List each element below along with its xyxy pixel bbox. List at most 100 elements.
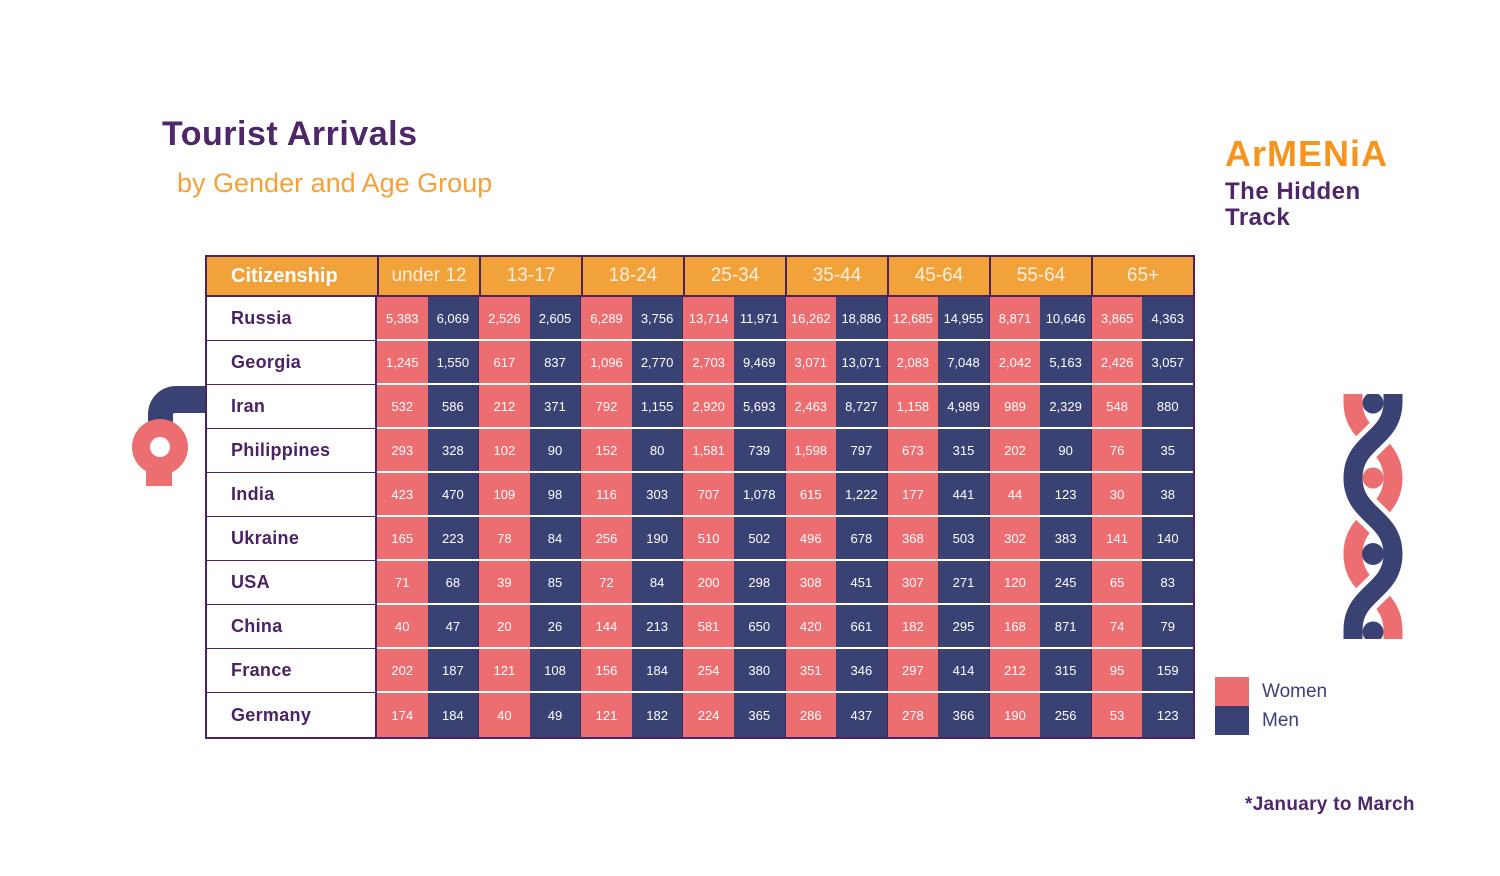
men-value-cell: 2,770 — [631, 341, 683, 383]
women-value-cell: 2,042 — [988, 341, 1041, 383]
women-value-cell: 95 — [1090, 649, 1143, 691]
women-value-cell: 2,920 — [682, 385, 734, 427]
citizenship-cell: USA — [207, 561, 377, 605]
row-values: 202 187 121 108 156 184 254 380 351 346 297 414 212 3… — [377, 649, 1193, 693]
women-value-cell: 202 — [377, 649, 428, 691]
men-value-cell: 739 — [733, 429, 785, 471]
citizenship-cell: Philippines — [207, 429, 377, 473]
men-value-cell: 5,163 — [1040, 341, 1091, 383]
women-value-cell: 109 — [478, 473, 530, 515]
page-title: Tourist Arrivals — [162, 115, 418, 153]
women-value-cell: 532 — [377, 385, 428, 427]
citizenship-cell: Russia — [207, 297, 377, 341]
women-value-cell: 617 — [478, 341, 530, 383]
men-value-cell: 1,155 — [631, 385, 683, 427]
men-value-cell: 49 — [529, 693, 581, 737]
women-value-cell: 615 — [784, 473, 837, 515]
men-value-cell: 380 — [733, 649, 785, 691]
men-value-cell: 184 — [631, 649, 683, 691]
men-value-cell: 3,057 — [1142, 341, 1193, 383]
table-row: India 423 470 109 98 116 303 707 1,078 615 1,222 1… — [207, 473, 1193, 517]
women-value-cell: 308 — [784, 561, 837, 603]
citizenship-cell: Georgia — [207, 341, 377, 385]
men-value-cell: 182 — [631, 693, 683, 737]
women-value-cell: 20 — [478, 605, 530, 647]
age-group-headers: under 12 13-17 18-24 25-34 35-44 45-64 5… — [377, 257, 1193, 295]
women-value-cell: 2,426 — [1090, 341, 1143, 383]
men-value-cell: 315 — [938, 429, 989, 471]
arrivals-table: Citizenship under 12 13-17 18-24 25-34 3… — [205, 255, 1195, 739]
men-value-cell: 2,605 — [529, 297, 581, 339]
citizenship-cell: Iran — [207, 385, 377, 429]
women-value-cell: 351 — [784, 649, 837, 691]
brand-logo: ArMENiA The Hidden Track — [1225, 133, 1388, 231]
women-value-cell: 78 — [478, 517, 530, 559]
men-value-cell: 451 — [836, 561, 887, 603]
women-value-cell: 673 — [886, 429, 939, 471]
women-value-cell: 212 — [478, 385, 530, 427]
men-value-cell: 303 — [631, 473, 683, 515]
women-value-cell: 39 — [478, 561, 530, 603]
brand-name: ArMENiA — [1225, 133, 1389, 174]
men-value-cell: 108 — [529, 649, 581, 691]
men-value-cell: 441 — [938, 473, 989, 515]
table-row: Germany 174 184 40 49 121 182 224 365 286 437 278 3… — [207, 693, 1193, 737]
women-value-cell: 212 — [988, 649, 1041, 691]
women-value-cell: 200 — [682, 561, 734, 603]
helix-decoration — [1340, 394, 1406, 639]
women-value-cell: 120 — [988, 561, 1041, 603]
page-subtitle: by Gender and Age Group — [177, 168, 493, 198]
women-value-cell: 423 — [377, 473, 428, 515]
age-group-header: 65+ — [1091, 257, 1193, 295]
men-value-cell: 502 — [733, 517, 785, 559]
citizenship-cell: Ukraine — [207, 517, 377, 561]
men-value-cell: 85 — [529, 561, 581, 603]
men-value-cell: 470 — [427, 473, 479, 515]
women-value-cell: 1,581 — [682, 429, 734, 471]
women-value-cell: 989 — [988, 385, 1041, 427]
men-value-cell: 650 — [733, 605, 785, 647]
men-value-cell: 90 — [1040, 429, 1091, 471]
men-value-cell: 13,071 — [836, 341, 887, 383]
table-row: Philippines 293 328 102 90 152 80 1,581 739 1,59… — [207, 429, 1193, 473]
citizenship-cell: Germany — [207, 693, 377, 737]
men-value-cell: 35 — [1142, 429, 1193, 471]
brand-tagline: The Hidden Track — [1225, 179, 1388, 231]
men-value-cell: 366 — [938, 693, 989, 737]
men-value-cell: 328 — [427, 429, 479, 471]
legend-row-men: Men — [1215, 706, 1327, 735]
men-value-cell: 1,078 — [733, 473, 785, 515]
men-value-cell: 8,727 — [836, 385, 887, 427]
women-value-cell: 5,383 — [377, 297, 428, 339]
women-value-cell: 293 — [377, 429, 428, 471]
row-values: 174 184 40 49 121 182 224 365 286 437 278 366 190 256… — [377, 693, 1193, 737]
men-value-cell: 47 — [427, 605, 479, 647]
women-value-cell: 177 — [886, 473, 939, 515]
table-header-row: Citizenship under 12 13-17 18-24 25-34 3… — [207, 257, 1193, 297]
women-value-cell: 121 — [580, 693, 632, 737]
table-row: USA 71 68 39 85 72 84 200 298 308 451 307 271 120 245… — [207, 561, 1193, 605]
helix-dot-blue-mid — [1362, 543, 1384, 565]
men-value-cell: 18,886 — [836, 297, 887, 339]
row-values: 532 586 212 371 792 1,155 2,920 5,693 2,463 8,727… — [377, 385, 1193, 429]
women-value-cell: 1,245 — [377, 341, 428, 383]
women-value-cell: 581 — [682, 605, 734, 647]
women-value-cell: 302 — [988, 517, 1041, 559]
table-body: Russia 5,383 6,069 2,526 2,605 6,289 3,756 13,… — [207, 297, 1193, 737]
women-value-cell: 2,703 — [682, 341, 734, 383]
women-value-cell: 707 — [682, 473, 734, 515]
age-group-header: 35-44 — [785, 257, 887, 295]
men-value-cell: 4,363 — [1142, 297, 1193, 339]
women-value-cell: 165 — [377, 517, 428, 559]
men-value-cell: 223 — [427, 517, 479, 559]
men-value-cell: 184 — [427, 693, 479, 737]
women-value-cell: 286 — [784, 693, 837, 737]
legend-row-women: Women — [1215, 677, 1327, 706]
women-label: Women — [1262, 680, 1328, 702]
table-row: Russia 5,383 6,069 2,526 2,605 6,289 3,756 13,… — [207, 297, 1193, 341]
men-value-cell: 586 — [427, 385, 479, 427]
men-value-cell: 83 — [1142, 561, 1193, 603]
women-value-cell: 182 — [886, 605, 939, 647]
men-value-cell: 213 — [631, 605, 683, 647]
men-value-cell: 2,329 — [1040, 385, 1091, 427]
